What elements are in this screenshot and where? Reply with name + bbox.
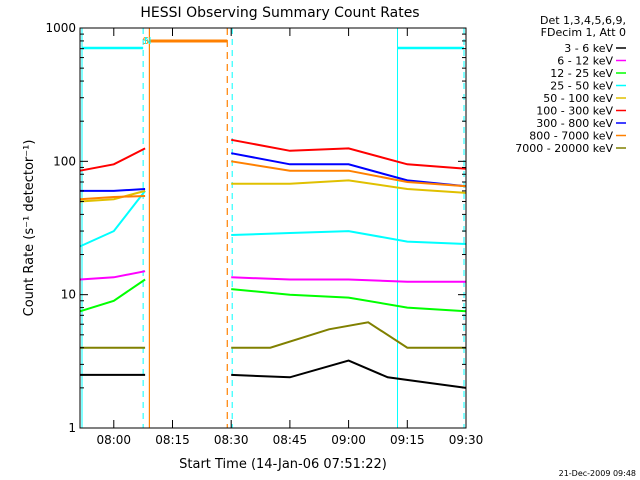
y-tick-label: 1000	[45, 21, 76, 35]
x-tick-label: 08:45	[273, 433, 308, 447]
legend-header: Det 1,3,4,5,6,9,	[540, 14, 626, 27]
series-line	[79, 147, 146, 172]
x-tick-label: 08:30	[214, 433, 249, 447]
series-line	[231, 288, 467, 313]
series-line	[231, 138, 467, 170]
legend-entry-label: 800 - 7000 keV	[529, 130, 613, 143]
legend-header: FDecim 1, Att 0	[541, 26, 626, 39]
legend-entry-label: 50 - 100 keV	[543, 92, 613, 105]
x-axis-label: Start Time (14-Jan-06 07:51:22)	[179, 457, 387, 472]
series-line	[231, 160, 467, 188]
y-tick-label: 1	[68, 421, 76, 435]
x-tick-label: 09:00	[331, 433, 366, 447]
y-tick-label: 10	[61, 288, 76, 302]
series-line	[231, 276, 466, 283]
series-line	[231, 230, 467, 245]
x-tick-label: 08:15	[155, 433, 190, 447]
footer-timestamp: 21-Dec-2009 09:48	[559, 469, 636, 478]
series-line	[79, 195, 146, 201]
series-line	[79, 270, 146, 281]
plot-area: SN	[79, 28, 467, 428]
x-tick-label: 08:00	[96, 433, 131, 447]
legend-entry-label: 300 - 800 keV	[536, 117, 613, 130]
series-line	[79, 189, 146, 203]
series-line	[231, 179, 467, 194]
series-line	[80, 188, 146, 192]
series-line	[79, 278, 146, 313]
legend-entry-label: 3 - 6 keV	[564, 42, 613, 55]
annotation-label: S	[143, 36, 149, 47]
axes: 08:00 08:15 08:30 08:45 09:00 09:15 09:30 1 10 10…	[45, 21, 483, 447]
x-tick-label: 09:30	[449, 433, 484, 447]
legend-entry-label: 7000 - 20000 keV	[515, 142, 613, 155]
series-line	[231, 359, 467, 389]
y-axis-label: Count Rate (s⁻¹ detector⁻¹)	[22, 140, 37, 317]
series-line	[231, 321, 466, 349]
legend-entry-label: 25 - 50 keV	[550, 80, 613, 93]
annotation-label: N	[144, 36, 151, 47]
legend: Det 1,3,4,5,6,9,FDecim 1, Att 0 3 - 6 keV…	[515, 14, 626, 155]
y-tick-label: 100	[53, 154, 76, 168]
series-line	[79, 190, 146, 248]
plot-frame	[79, 27, 467, 429]
legend-entry-label: 100 - 300 keV	[536, 105, 613, 118]
legend-entry-label: 12 - 25 keV	[550, 67, 613, 80]
x-tick-label: 09:15	[390, 433, 425, 447]
legend-entry-label: 6 - 12 keV	[557, 55, 613, 68]
series-line	[231, 152, 467, 188]
chart-title: HESSI Observing Summary Count Rates	[140, 5, 419, 21]
